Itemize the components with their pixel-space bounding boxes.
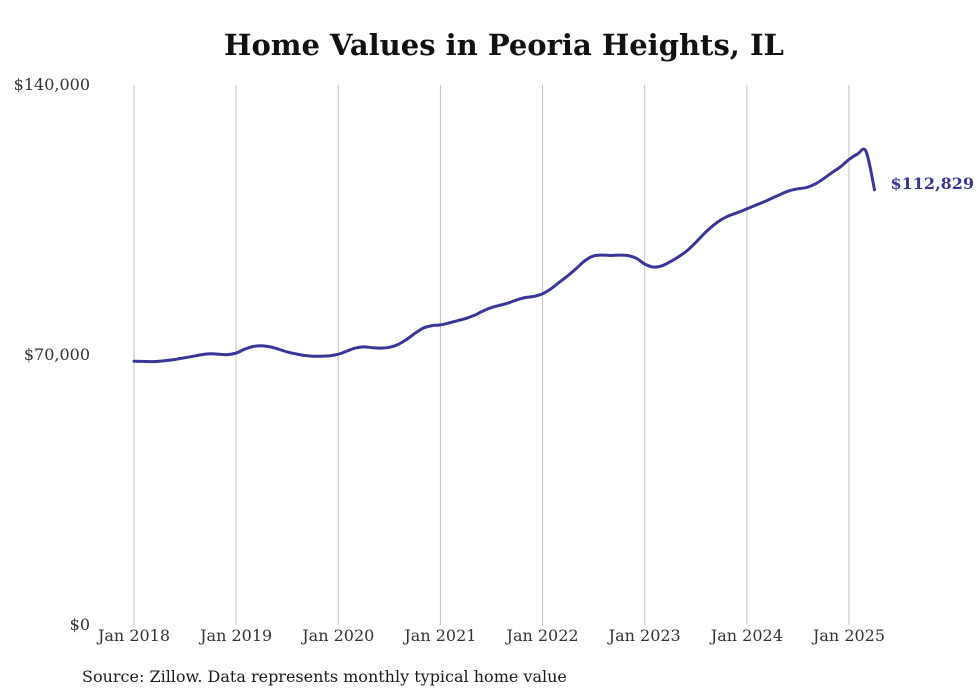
y-tick-label: $0 <box>70 615 90 634</box>
x-axis-ticks: Jan 2018 Jan 2019 Jan 2020 Jan 2021 Jan 2022… <box>96 626 885 645</box>
home-value-line <box>132 147 876 364</box>
latest-value-label: $112,829 <box>891 174 975 193</box>
gridlines <box>133 85 850 625</box>
source-note: Source: Zillow. Data represents monthly … <box>82 667 567 686</box>
x-tick-label: Jan 2022 <box>505 626 579 645</box>
x-tick-label: Jan 2021 <box>402 626 476 645</box>
x-tick-label: Jan 2019 <box>198 626 272 645</box>
x-tick-label: Jan 2023 <box>607 626 681 645</box>
x-tick-label: Jan 2020 <box>300 626 374 645</box>
y-tick-label: $70,000 <box>24 345 90 364</box>
x-tick-label: Jan 2025 <box>811 626 885 645</box>
chart-title: Home Values in Peoria Heights, IL <box>224 28 784 62</box>
y-axis-ticks: $0 $70,000 $140,000 <box>14 75 90 634</box>
x-tick-label: Jan 2024 <box>709 626 783 645</box>
x-tick-label: Jan 2018 <box>96 626 170 645</box>
y-tick-label: $140,000 <box>14 75 90 94</box>
